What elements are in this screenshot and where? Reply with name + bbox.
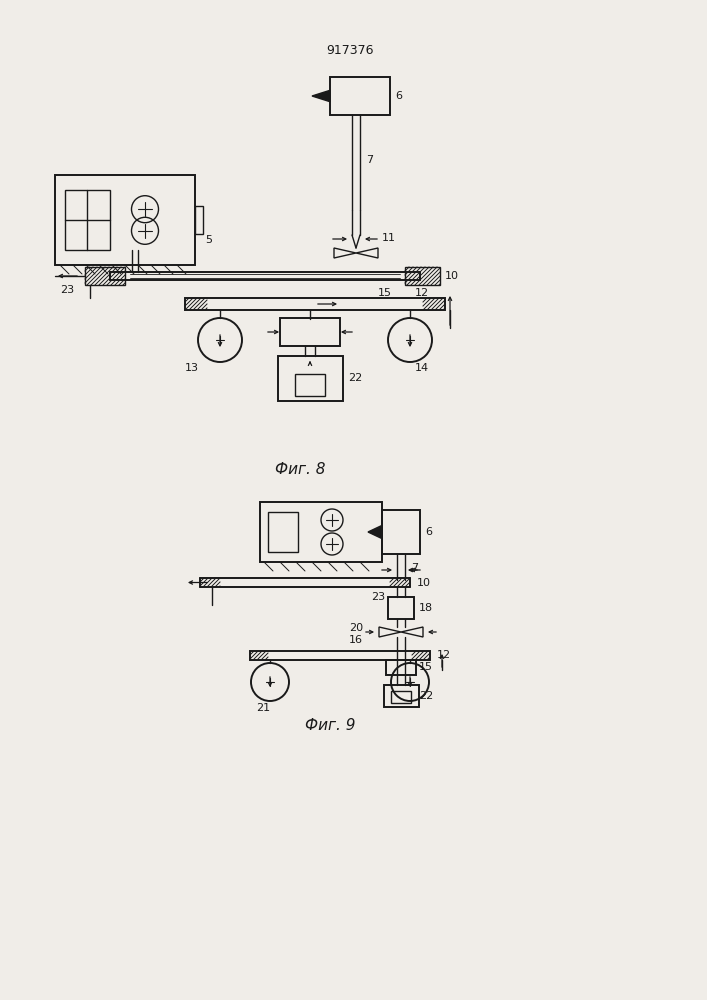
Bar — [280, 318, 340, 346]
Text: 13: 13 — [185, 363, 199, 373]
Bar — [195, 207, 203, 233]
Text: 5: 5 — [205, 235, 212, 245]
Bar — [65, 190, 110, 250]
Text: 15: 15 — [419, 662, 433, 672]
Bar — [55, 175, 195, 265]
Polygon shape — [312, 90, 330, 102]
Text: Фиг. 9: Фиг. 9 — [305, 718, 355, 732]
Bar — [85, 267, 125, 285]
Text: 18: 18 — [419, 603, 433, 613]
Text: 6: 6 — [395, 91, 402, 101]
Text: 10: 10 — [445, 271, 459, 281]
Bar — [405, 267, 440, 285]
Bar — [250, 651, 430, 660]
Text: 7: 7 — [366, 155, 373, 165]
Text: 7: 7 — [411, 563, 418, 573]
Bar — [260, 502, 382, 562]
Text: 22: 22 — [419, 691, 433, 701]
Text: 21: 21 — [256, 703, 270, 713]
Text: Фиг. 8: Фиг. 8 — [275, 462, 325, 478]
Text: 6: 6 — [425, 527, 432, 537]
Text: 15: 15 — [378, 288, 392, 298]
Bar — [330, 77, 390, 115]
Bar — [388, 597, 414, 619]
Text: 14: 14 — [415, 363, 429, 373]
Bar — [386, 660, 416, 675]
Text: 12: 12 — [415, 288, 429, 298]
Text: 12: 12 — [437, 650, 451, 660]
Bar — [185, 298, 445, 310]
Text: 11: 11 — [382, 233, 396, 243]
Polygon shape — [368, 525, 382, 539]
Text: 22: 22 — [348, 373, 362, 383]
Bar — [391, 691, 411, 703]
Text: 917376: 917376 — [326, 43, 374, 56]
Text: 10: 10 — [417, 578, 431, 587]
Bar — [382, 510, 420, 554]
Text: 20: 20 — [349, 623, 363, 633]
Bar — [295, 374, 325, 396]
Bar — [278, 356, 342, 401]
Bar — [383, 685, 419, 707]
Text: 16: 16 — [349, 635, 363, 645]
Text: 23: 23 — [60, 285, 74, 295]
Bar — [268, 512, 298, 552]
Text: 23: 23 — [371, 592, 385, 602]
